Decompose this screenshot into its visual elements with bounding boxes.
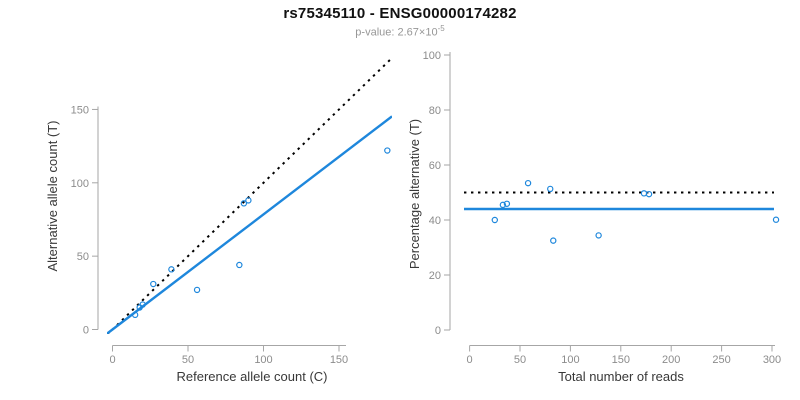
- x-tick-label: 250: [712, 354, 730, 366]
- data-point: [595, 232, 602, 239]
- y-tick-label: 20: [429, 270, 441, 282]
- identity-line: [107, 57, 392, 334]
- data-point: [491, 216, 498, 224]
- data-point: [640, 190, 648, 197]
- data-point: [550, 237, 557, 244]
- data-point: [384, 147, 391, 154]
- y-tick-label: 40: [429, 215, 441, 227]
- x-tick-label: 150: [612, 354, 630, 366]
- y-tick-label: 50: [77, 251, 89, 263]
- data-point: [524, 179, 532, 187]
- x-tick-label: 100: [254, 354, 272, 366]
- x-tick-label: 100: [561, 354, 579, 366]
- regression-line: [107, 115, 392, 334]
- x-axis-title: Total number of reads: [558, 369, 684, 384]
- y-tick-label: 60: [429, 160, 441, 172]
- x-tick-label: 200: [662, 354, 680, 366]
- data-point: [645, 190, 653, 198]
- data-point: [503, 200, 511, 207]
- x-tick-label: 50: [514, 354, 526, 366]
- x-tick-label: 0: [467, 354, 473, 366]
- y-tick-label: 80: [429, 105, 441, 117]
- data-point: [240, 200, 248, 207]
- y-tick-label: 100: [71, 178, 89, 190]
- x-axis-title: Reference allele count (C): [176, 369, 327, 384]
- y-axis-title: Alternative allele count (T): [45, 120, 60, 271]
- y-tick-label: 100: [423, 50, 441, 62]
- y-tick-label: 0: [435, 325, 441, 337]
- data-point: [245, 197, 252, 204]
- data-point: [236, 261, 243, 269]
- data-point: [139, 301, 146, 308]
- pvalue-exponent: -5: [437, 24, 445, 33]
- data-point: [131, 311, 139, 319]
- y-tick-label: 0: [83, 325, 89, 337]
- data-point: [193, 286, 201, 294]
- x-tick-label: 0: [109, 354, 115, 366]
- data-point: [772, 216, 780, 223]
- data-point: [499, 201, 507, 209]
- x-tick-label: 150: [330, 354, 348, 366]
- y-tick-label: 150: [71, 104, 89, 116]
- x-tick-label: 50: [182, 354, 194, 366]
- data-point: [168, 266, 175, 273]
- data-point: [150, 280, 157, 288]
- x-tick-label: 300: [763, 354, 781, 366]
- pvalue-text: p-value: 2.67×10: [355, 26, 438, 39]
- y-axis-title: Percentage alternative (T): [407, 119, 422, 269]
- figure-title: rs75345110 - ENSG00000174282: [283, 5, 517, 22]
- figure-subtitle: p-value: 2.67×10-5: [0, 24, 800, 39]
- data-point: [547, 185, 554, 193]
